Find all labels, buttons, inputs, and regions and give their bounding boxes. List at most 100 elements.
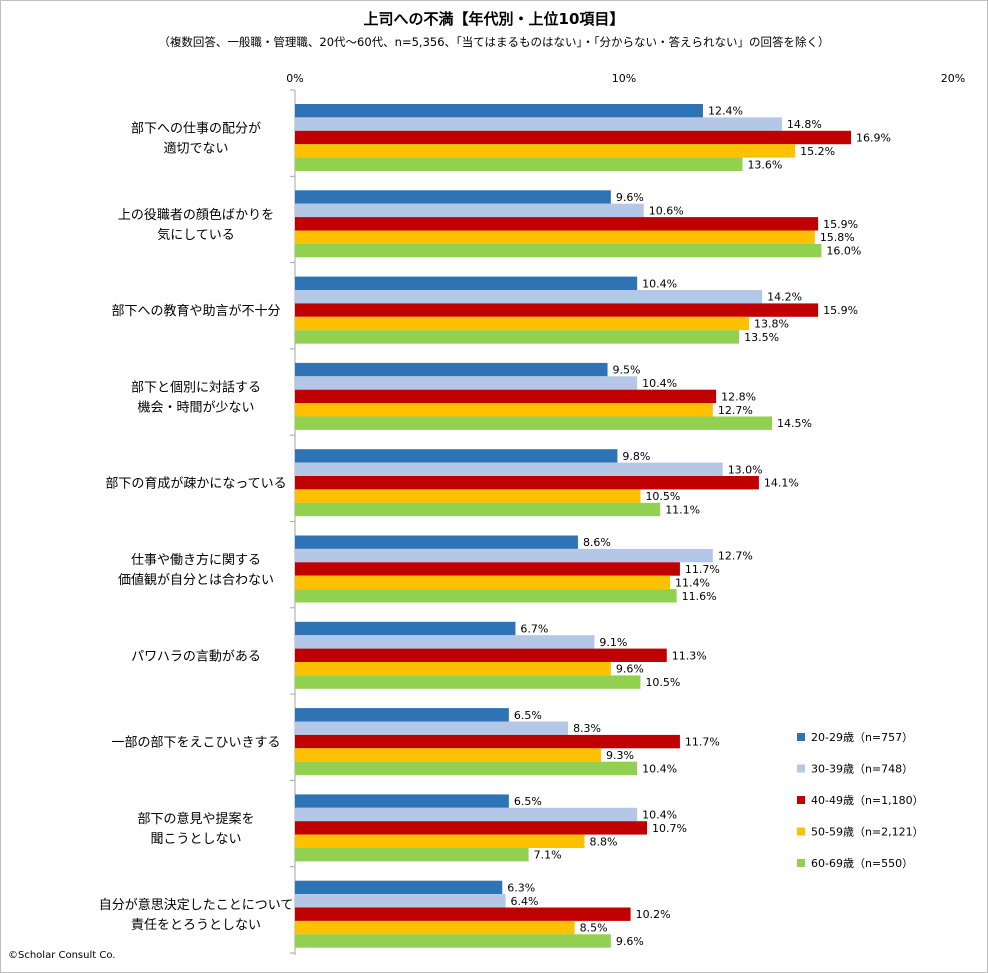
- value-label: 7.1%: [534, 849, 562, 862]
- legend-swatch: [797, 796, 805, 804]
- value-label: 11.4%: [675, 576, 710, 589]
- x-tick-label: 0%: [286, 72, 303, 85]
- value-label: 12.4%: [708, 105, 743, 118]
- value-label: 10.5%: [645, 490, 680, 503]
- legend-swatch: [797, 859, 805, 867]
- bar: [295, 708, 509, 722]
- copyright-text: ©Scholar Consult Co.: [8, 950, 116, 961]
- chart-subtitle: （複数回答、一般職・管理職、20代～60代、n=5,356、「当てはまるものはな…: [158, 35, 830, 49]
- value-label: 11.1%: [665, 504, 700, 517]
- category-label: 部下の意見や提案を: [137, 811, 254, 827]
- bar: [295, 403, 713, 417]
- value-label: 10.2%: [636, 908, 671, 921]
- bar: [295, 290, 763, 304]
- category-label: 仕事や働き方に関する: [131, 552, 261, 568]
- value-label: 15.8%: [820, 231, 855, 244]
- value-label: 8.6%: [583, 536, 611, 549]
- bar: [295, 894, 506, 908]
- value-label: 10.7%: [652, 822, 687, 835]
- value-label: 9.1%: [599, 636, 627, 649]
- bar: [295, 675, 641, 689]
- value-label: 10.4%: [642, 377, 677, 390]
- value-label: 16.0%: [826, 245, 861, 258]
- value-label: 13.5%: [744, 331, 779, 344]
- legend-swatch: [797, 733, 805, 741]
- value-label: 11.7%: [685, 563, 720, 576]
- value-label: 10.5%: [645, 676, 680, 689]
- bar: [295, 748, 601, 762]
- bar: [295, 662, 611, 676]
- x-tick-label: 20%: [941, 72, 965, 85]
- value-label: 12.8%: [721, 390, 756, 403]
- bar: [295, 462, 723, 476]
- value-label: 9.6%: [616, 191, 644, 204]
- category-label: 適切でない: [163, 141, 228, 157]
- bar: [295, 589, 677, 603]
- category-label: 部下と個別に対話する: [131, 379, 261, 395]
- bar: [295, 316, 750, 331]
- bar: [295, 489, 641, 503]
- bar: [295, 548, 713, 563]
- category-label: 上の役職者の顔色ばかりを: [118, 207, 274, 223]
- bar: [295, 834, 585, 848]
- value-label: 6.7%: [520, 623, 548, 636]
- category-label: 責任をとろうとしない: [131, 918, 261, 933]
- bar: [295, 203, 644, 218]
- value-label: 12.7%: [718, 404, 753, 417]
- value-label: 13.6%: [747, 158, 782, 171]
- value-label: 10.6%: [649, 204, 684, 217]
- value-label: 9.8%: [622, 450, 650, 463]
- value-label: 6.5%: [514, 795, 542, 808]
- category-label: 機会・時間が少ない: [137, 400, 254, 415]
- bar: [295, 117, 782, 131]
- bar: [295, 920, 575, 935]
- bar: [295, 562, 680, 576]
- bar: [295, 376, 638, 390]
- bar: [295, 190, 611, 204]
- value-label: 15.9%: [823, 218, 858, 231]
- legend-label: 20-29歳（n=757）: [811, 731, 913, 744]
- bar: [295, 130, 852, 145]
- category-label: 自分が意思決定したことについて: [99, 897, 294, 913]
- chart-title: 上司への不満【年代別・上位10項目】: [363, 10, 625, 28]
- bar: [295, 734, 680, 749]
- bar: [295, 389, 717, 404]
- bar: [295, 416, 773, 430]
- legend-label: 40-49歳（n=1,180）: [811, 794, 924, 807]
- bar: [295, 880, 503, 895]
- value-label: 9.6%: [616, 663, 644, 676]
- category-label: 一部の部下をえこひいきする: [111, 736, 280, 751]
- value-label: 6.4%: [511, 895, 539, 908]
- bar: [295, 330, 740, 344]
- value-label: 14.5%: [777, 417, 812, 430]
- bar: [295, 794, 509, 808]
- value-label: 8.5%: [580, 922, 608, 935]
- value-label: 14.1%: [764, 477, 799, 490]
- bar: [295, 648, 667, 662]
- value-label: 8.3%: [573, 722, 601, 735]
- bar: [295, 449, 618, 463]
- bar: [295, 144, 796, 158]
- bar: [295, 575, 671, 590]
- value-label: 12.7%: [718, 550, 753, 563]
- bar: [295, 276, 638, 290]
- value-label: 11.7%: [685, 736, 720, 749]
- legend-label: 60-69歳（n=550）: [811, 857, 913, 870]
- legend-label: 30-39歳（n=748）: [811, 763, 913, 776]
- bar: [295, 502, 661, 517]
- value-label: 9.5%: [613, 364, 641, 377]
- bar: [295, 362, 608, 377]
- value-label: 6.3%: [507, 881, 535, 894]
- legend-swatch: [797, 764, 805, 773]
- bar: [295, 934, 611, 948]
- value-label: 14.2%: [767, 291, 802, 304]
- bar: [295, 217, 819, 231]
- category-label: 部下への教育や助言が不十分: [111, 303, 280, 319]
- bar: [295, 621, 516, 636]
- category-label: 気にしている: [157, 227, 235, 243]
- bar: [295, 157, 743, 171]
- bar: [295, 230, 815, 244]
- value-label: 8.8%: [590, 835, 618, 848]
- value-label: 14.8%: [787, 118, 822, 131]
